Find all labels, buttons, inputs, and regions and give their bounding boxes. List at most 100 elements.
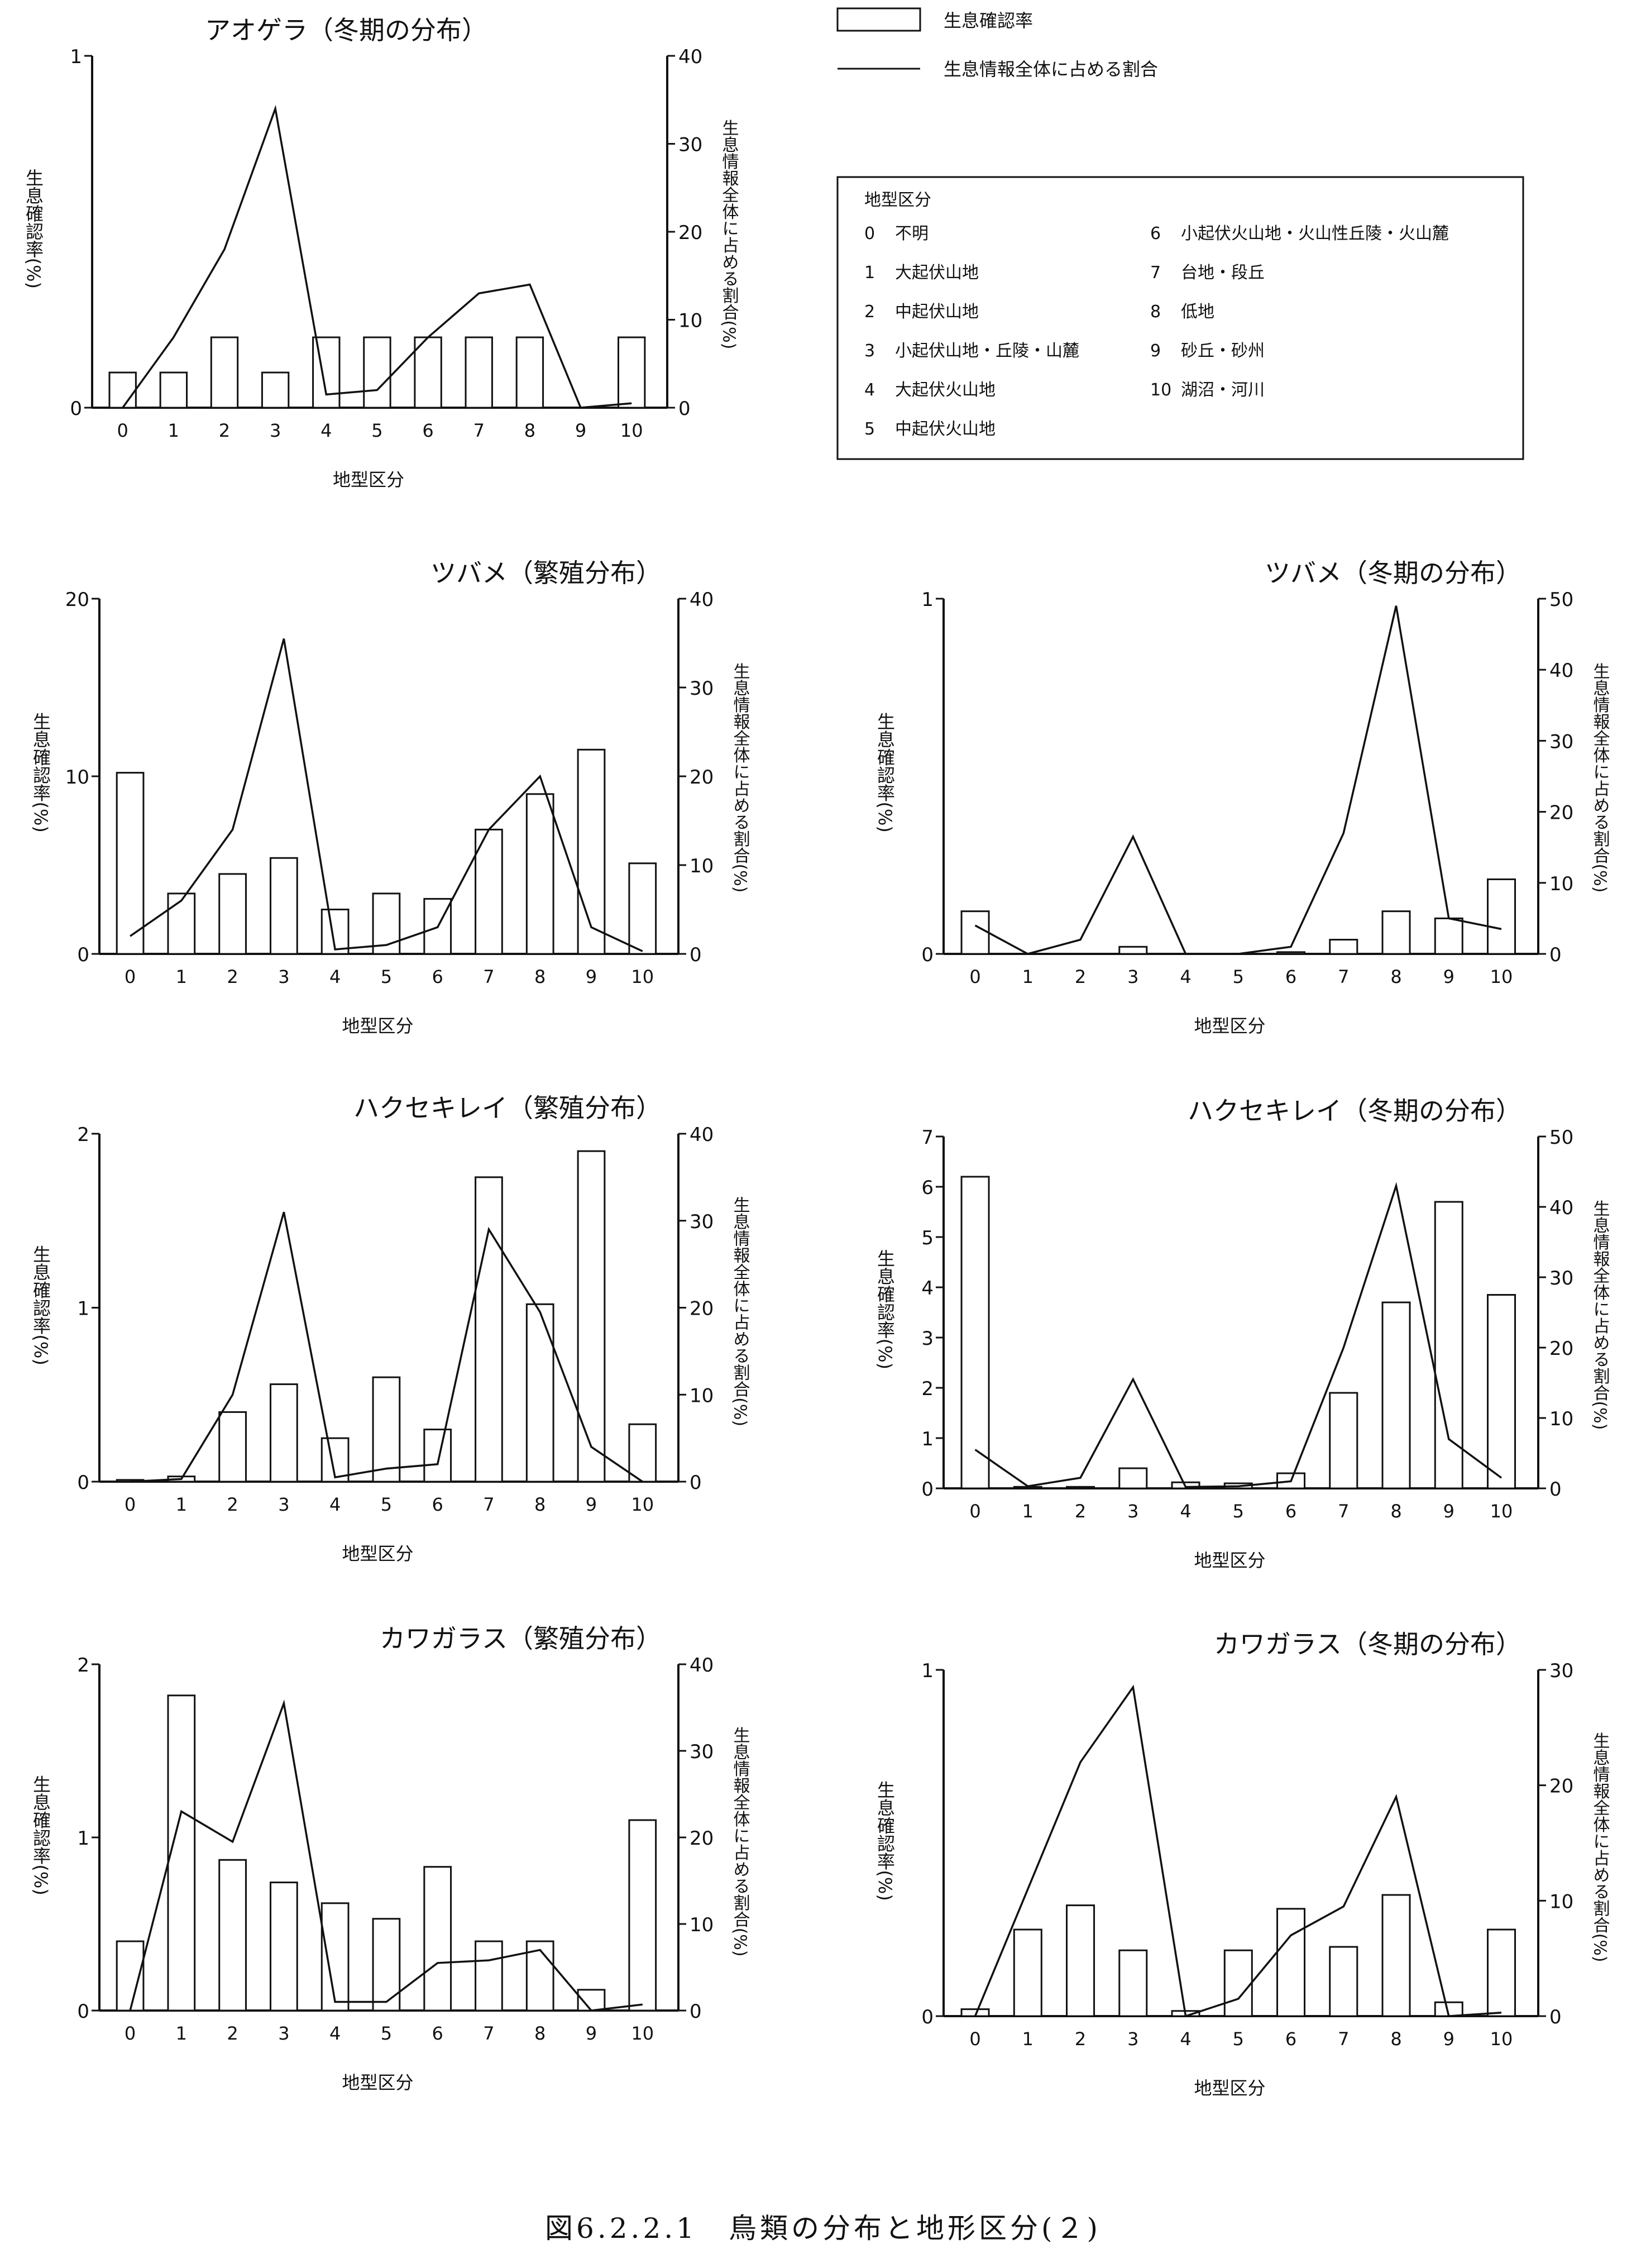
terrain-key-code: 4 xyxy=(864,380,875,400)
terrain-key-label: 砂丘・砂州 xyxy=(1181,341,1265,361)
x-tick-label: 6 xyxy=(1285,1501,1296,1522)
y2-axis-label: 生息情報全体に占める割合(%) xyxy=(719,119,739,349)
x-tick-label: 3 xyxy=(1127,966,1138,987)
x-tick-label: 8 xyxy=(534,2023,546,2044)
y2-axis-label: 生息情報全体に占める割合(%) xyxy=(730,1196,750,1426)
x-tick-label: 7 xyxy=(483,1494,494,1515)
x-axis-label: 地型区分 xyxy=(342,2072,413,2093)
x-tick-label: 9 xyxy=(586,966,597,987)
bar xyxy=(320,1902,350,2012)
y2-tick-label: 10 xyxy=(1549,1890,1573,1913)
chart-title: カワガラス（冬期の分布） xyxy=(1214,1629,1521,1659)
bar xyxy=(577,1150,606,1483)
bar xyxy=(1118,946,1148,955)
bar xyxy=(423,1866,452,2012)
terrain-key-code: 10 xyxy=(1150,380,1171,400)
y-tick-label: 0 xyxy=(77,2000,89,2023)
bar xyxy=(372,892,401,955)
y2-tick-label: 10 xyxy=(690,855,714,877)
x-tick-label: 6 xyxy=(432,1494,443,1515)
x-tick-label: 0 xyxy=(969,966,980,987)
terrain-key-label: 低地 xyxy=(1181,302,1214,322)
y-tick-label: 10 xyxy=(65,766,89,789)
x-tick-label: 5 xyxy=(1233,2028,1244,2050)
series-line xyxy=(974,605,1502,955)
x-tick-label: 10 xyxy=(631,1494,654,1515)
y2-tick-label: 30 xyxy=(678,134,702,156)
bar xyxy=(1223,1949,1253,2017)
terrain-key-label: 大起伏火山地 xyxy=(895,380,996,400)
x-tick-label: 5 xyxy=(1233,966,1244,987)
x-tick-label: 0 xyxy=(969,1501,980,1522)
y2-tick-label: 20 xyxy=(678,222,702,244)
x-tick-label: 4 xyxy=(329,966,341,987)
x-tick-label: 4 xyxy=(1180,966,1191,987)
x-tick-label: 6 xyxy=(422,420,433,441)
x-tick-label: 10 xyxy=(1490,2028,1513,2050)
x-tick-label: 3 xyxy=(270,420,281,441)
series-legend: 生息確認率 生息情報全体に占める割合 xyxy=(836,7,1158,80)
y-axis-label: 生息確認率(%) xyxy=(874,1249,896,1369)
bar xyxy=(1487,1928,1516,2017)
x-tick-label: 4 xyxy=(329,1494,341,1515)
x-tick-label: 8 xyxy=(1390,1501,1401,1522)
chart-title: ツバメ（冬期の分布） xyxy=(1265,558,1521,588)
bar xyxy=(116,772,145,955)
y2-tick-label: 30 xyxy=(1549,1267,1573,1290)
y2-tick-label: 30 xyxy=(690,1211,714,1233)
y2-tick-label: 20 xyxy=(1549,1775,1573,1798)
y-tick-label: 0 xyxy=(921,944,934,966)
terrain-key-title: 地型区分 xyxy=(864,190,931,210)
x-tick-label: 7 xyxy=(473,420,485,441)
bar xyxy=(1276,1908,1306,2017)
chart-title: ハクセキレイ（繁殖分布） xyxy=(353,1093,662,1123)
bar xyxy=(1276,1472,1306,1489)
y2-tick-label: 30 xyxy=(1549,1660,1573,1682)
y2-tick-label: 0 xyxy=(690,944,702,966)
series-line xyxy=(122,104,632,409)
series-line xyxy=(974,1182,1503,1488)
y-tick-label: 1 xyxy=(77,1827,89,1850)
chart-panel: 0 1 2 3 4 5 6 7 0 10 20 30 40 50 0 1 2 3 4 5 6 7 8 9 10 ハクセキレイ（冬期… xyxy=(874,1096,1610,1571)
terrain-key-code: 6 xyxy=(1150,224,1161,243)
x-tick-label: 10 xyxy=(631,966,654,987)
terrain-key-code: 0 xyxy=(864,224,875,243)
x-axis-label: 地型区分 xyxy=(1194,1550,1265,1571)
terrain-key-label: 小起伏山地・丘陵・山麓 xyxy=(895,341,1079,361)
y2-tick-label: 40 xyxy=(678,46,702,68)
y-axis-label: 生息確認率(%) xyxy=(23,169,44,289)
x-tick-label: 8 xyxy=(524,420,535,441)
x-tick-label: 0 xyxy=(969,2028,980,2050)
x-tick-label: 8 xyxy=(534,1494,546,1515)
x-axis-label: 地型区分 xyxy=(1194,2078,1265,2099)
x-tick-label: 1 xyxy=(1022,1501,1033,1522)
x-tick-label: 3 xyxy=(1127,2028,1138,2050)
x-tick-label: 2 xyxy=(1075,966,1086,987)
x-tick-label: 4 xyxy=(1180,2028,1191,2050)
x-tick-label: 4 xyxy=(320,420,332,441)
legend-bar-swatch xyxy=(836,7,921,32)
y2-tick-label: 10 xyxy=(690,1914,714,1936)
bar xyxy=(270,1383,298,1483)
x-tick-label: 3 xyxy=(278,966,289,987)
y2-tick-label: 20 xyxy=(690,1827,714,1850)
legend-bar-label: 生息確認率 xyxy=(944,10,1033,31)
x-tick-label: 9 xyxy=(1443,1501,1454,1522)
y2-tick-label: 0 xyxy=(1549,944,1562,966)
bar xyxy=(1329,1946,1358,2017)
y-axis-label: 生息確認率(%) xyxy=(30,1775,51,1895)
y2-tick-label: 0 xyxy=(1549,1478,1562,1501)
bar xyxy=(475,828,503,955)
y2-tick-label: 0 xyxy=(690,2000,702,2023)
terrain-key-label: 湖沼・河川 xyxy=(1181,380,1265,400)
bar xyxy=(465,336,493,409)
bar xyxy=(525,793,554,955)
x-axis-label: 地型区分 xyxy=(333,469,404,490)
y-tick-label: 1 xyxy=(77,1298,89,1320)
x-axis-label: 地型区分 xyxy=(342,1543,413,1564)
y2-axis-label: 生息情報全体に占める割合(%) xyxy=(1590,662,1610,892)
x-axis-label: 地型区分 xyxy=(342,1015,413,1037)
bar xyxy=(960,910,990,955)
bar xyxy=(167,892,196,955)
